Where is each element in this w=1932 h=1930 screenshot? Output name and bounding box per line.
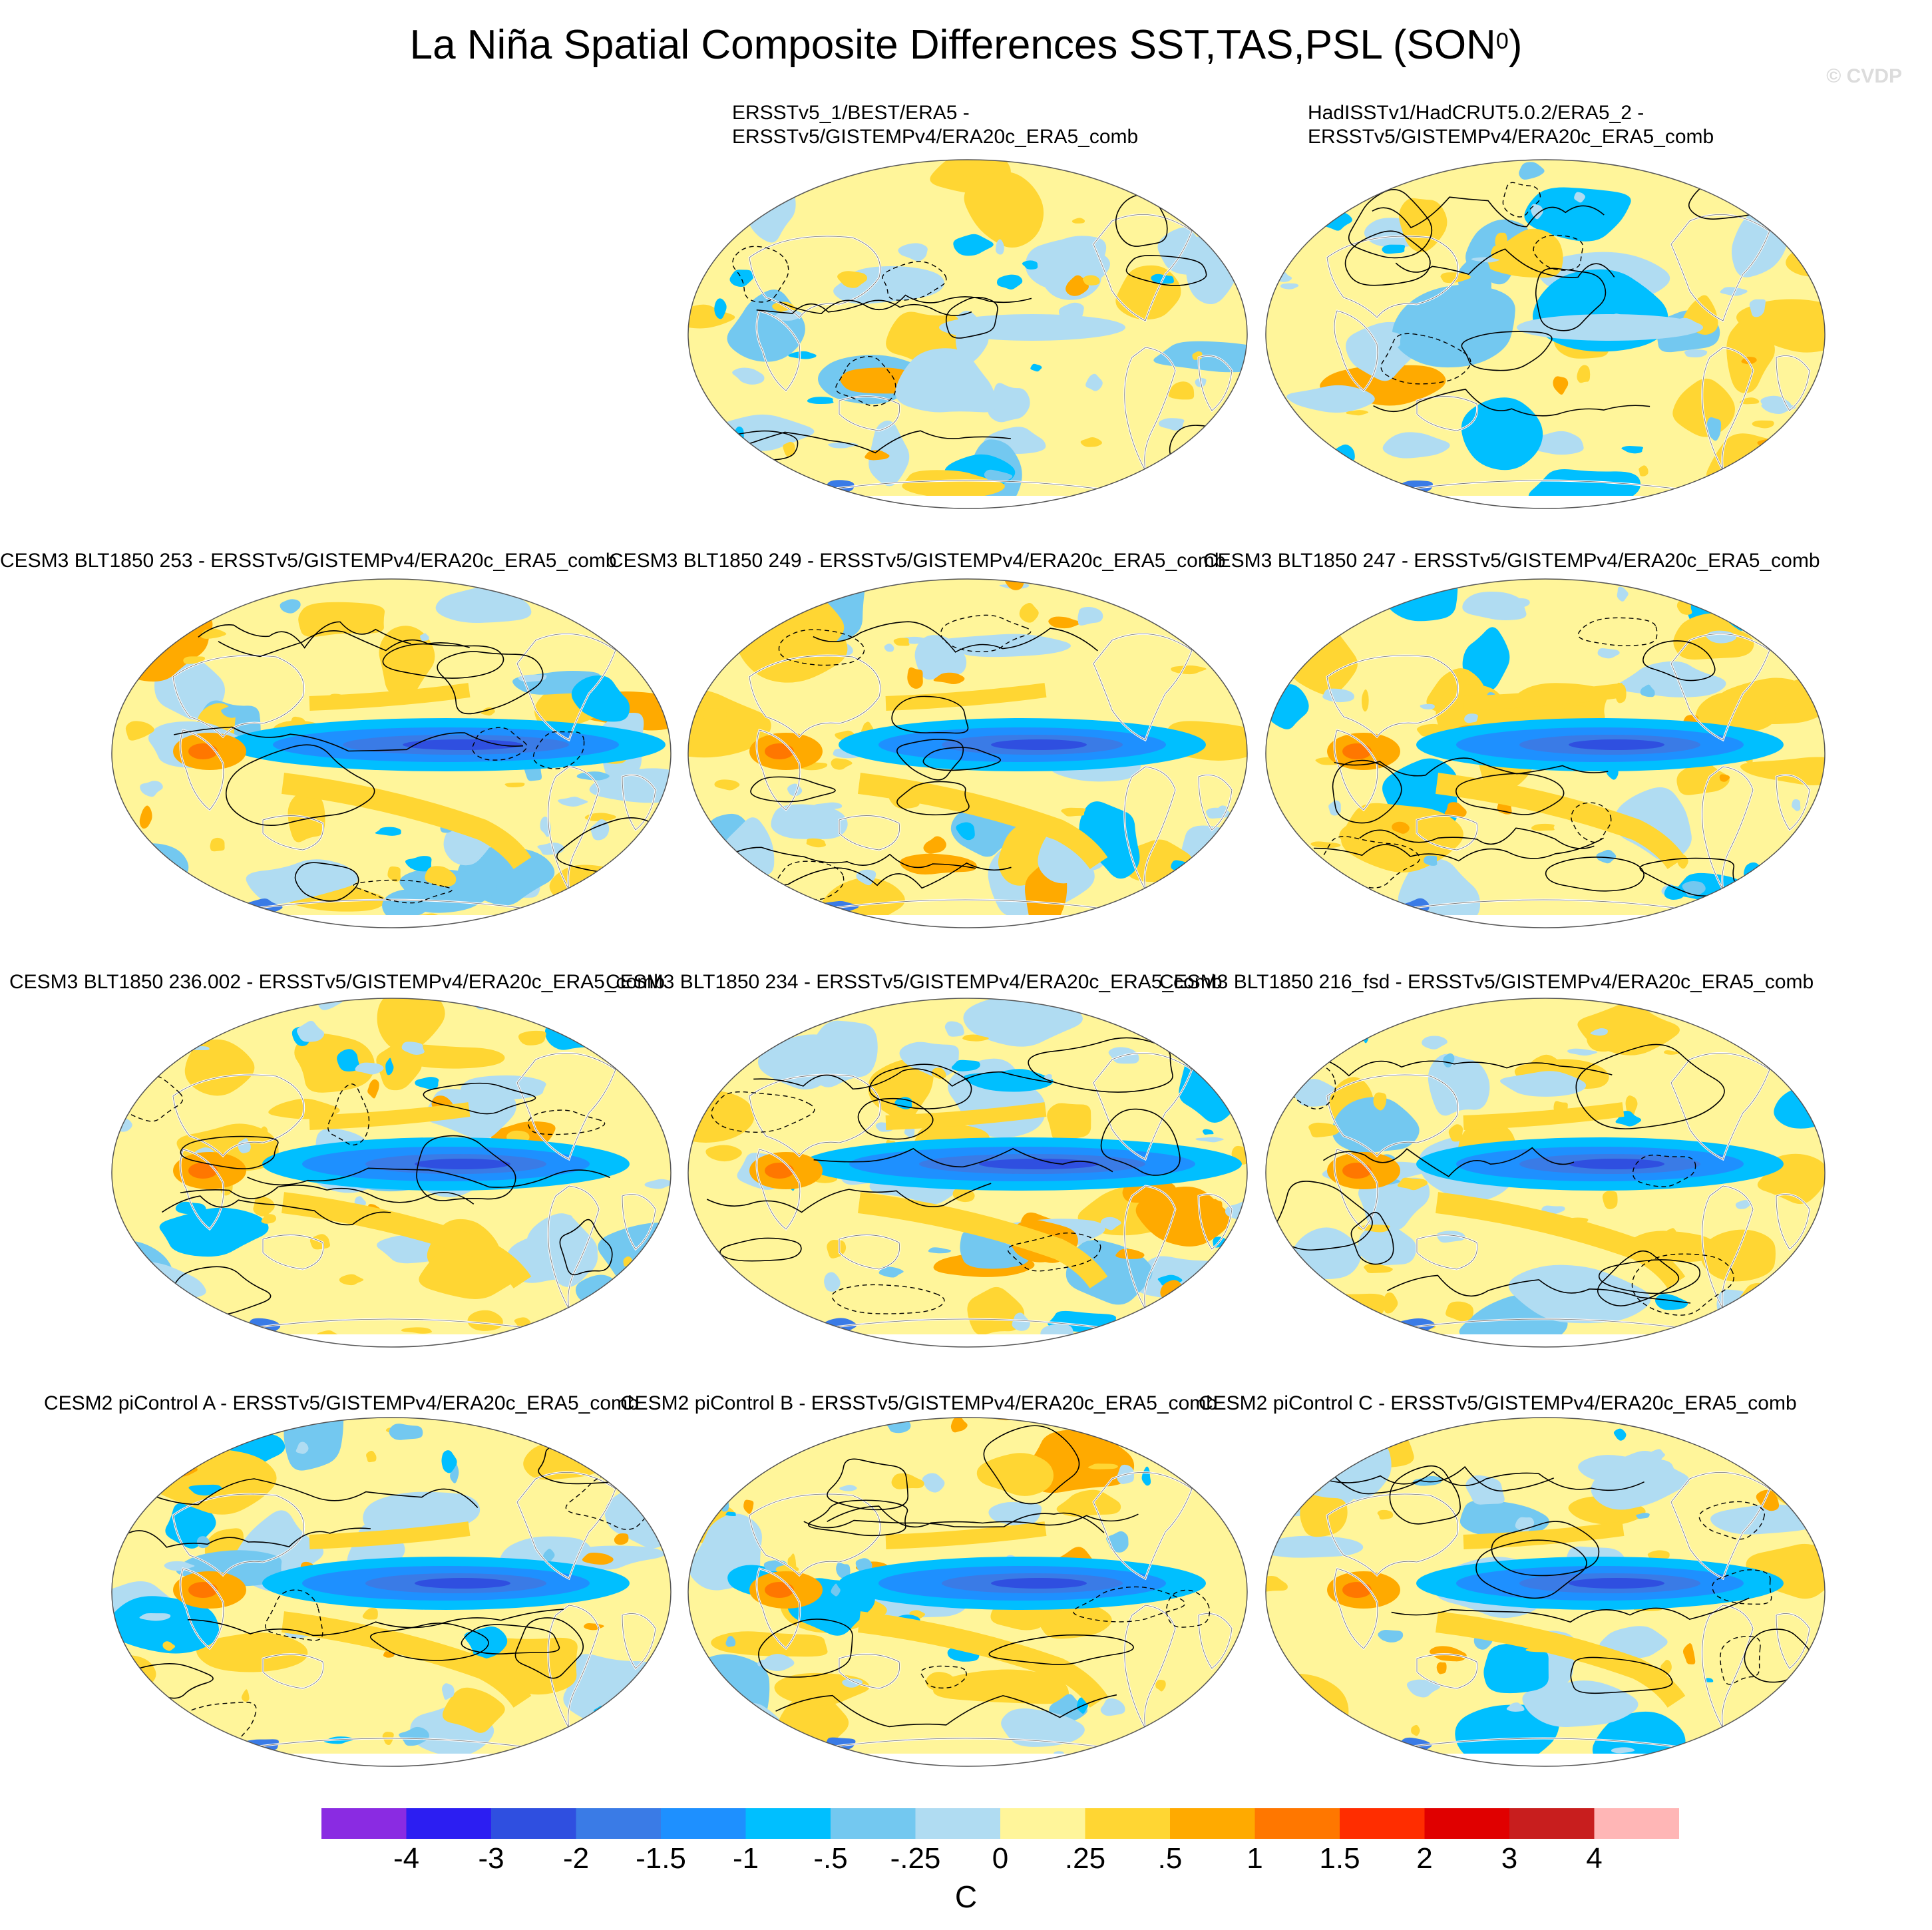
colorbar-swatch-12 <box>1255 1808 1340 1839</box>
watermark: © CVDP <box>1826 65 1902 87</box>
colorbar-labels: -4 -3 -2 -1.5 -1 -.5 -.25 0 .25 .5 1 1.5 2 3 4 <box>0 1842 1932 1882</box>
panel-title-4: CESM3 BLT1850 249 - ERSSTv5/GISTEMPv4/ER… <box>609 550 1226 572</box>
map-panel-9 <box>110 1416 673 1768</box>
colorbar-unit: C <box>954 1879 978 1914</box>
colorbar-label: -4 <box>393 1842 420 1875</box>
panel-title-1: ERSSTv5_1/BEST/ERA5 - ERSSTv5/GISTEMPv4/… <box>732 101 1138 149</box>
colorbar-label: -.25 <box>890 1842 941 1875</box>
colorbar-label: -2 <box>562 1842 590 1875</box>
colorbar-label: -.5 <box>813 1842 848 1875</box>
colorbar-swatch-14 <box>1424 1808 1510 1839</box>
figure-title: La Niña Spatial Composite Differences SS… <box>0 19 1932 72</box>
panel-title-1-line-1: ERSSTv5_1/BEST/ERA5 - <box>732 102 970 124</box>
panel-title-11: CESM2 piControl C - ERSSTv5/GISTEMPv4/ER… <box>1199 1392 1797 1414</box>
colorbar-swatch-1 <box>321 1808 407 1839</box>
colorbar-swatch-13 <box>1340 1808 1425 1839</box>
colorbar-label: .5 <box>1157 1842 1183 1875</box>
colorbar-swatch-11 <box>1170 1808 1255 1839</box>
map-panel-7 <box>686 996 1249 1349</box>
map-panel-2 <box>1264 158 1827 510</box>
colorbar-swatch-5 <box>661 1808 746 1839</box>
colorbar-swatch-16 <box>1594 1808 1679 1839</box>
panel-title-2: HadISSTv1/HadCRUT5.0.2/ERA5_2 - ERSSTv5/… <box>1308 101 1714 149</box>
map-panel-10 <box>686 1416 1249 1768</box>
colorbar-swatch-3 <box>491 1808 576 1839</box>
colorbar-label: -3 <box>478 1842 504 1875</box>
figure-title-superscript: 0 <box>1495 29 1509 54</box>
colorbar-swatch-6 <box>745 1808 831 1839</box>
figure-title-main: La Niña Spatial Composite Differences SS… <box>409 22 1496 68</box>
colorbar-swatch-8 <box>915 1808 1001 1839</box>
panel-title-2-line-1: HadISSTv1/HadCRUT5.0.2/ERA5_2 - <box>1308 102 1644 124</box>
panel-title-6: CESM3 BLT1850 236.002 - ERSSTv5/GISTEMPv… <box>9 971 665 993</box>
colorbar-label: 1.5 <box>1319 1842 1360 1875</box>
map-panel-1 <box>686 158 1249 510</box>
map-panel-3 <box>110 577 673 930</box>
figure-title-close: ) <box>1508 22 1523 68</box>
map-panel-4 <box>686 577 1249 930</box>
map-panel-8 <box>1264 996 1827 1349</box>
panel-title-8: CESM3 BLT1850 216_fsd - ERSSTv5/GISTEMPv… <box>1159 971 1814 993</box>
colorbar-swatch-7 <box>831 1808 916 1839</box>
panel-title-1-line-2: ERSSTv5/GISTEMPv4/ERA20c_ERA5_comb <box>732 126 1139 148</box>
colorbar-label: 4 <box>1586 1842 1603 1875</box>
map-panel-11 <box>1264 1416 1827 1768</box>
colorbar-swatch-10 <box>1085 1808 1171 1839</box>
panel-title-2-line-2: ERSSTv5/GISTEMPv4/ERA20c_ERA5_comb <box>1308 126 1714 148</box>
colorbar-swatch-2 <box>406 1808 492 1839</box>
colorbar-label: -1.5 <box>636 1842 686 1875</box>
panel-title-3: CESM3 BLT1850 253 - ERSSTv5/GISTEMPv4/ER… <box>0 550 617 572</box>
colorbar-swatch-15 <box>1509 1808 1595 1839</box>
map-panel-5 <box>1264 577 1827 930</box>
panel-title-9: CESM2 piControl A - ERSSTv5/GISTEMPv4/ER… <box>44 1392 639 1414</box>
panel-title-10: CESM2 piControl B - ERSSTv5/GISTEMPv4/ER… <box>620 1392 1217 1414</box>
colorbar-label: .25 <box>1064 1842 1106 1875</box>
colorbar-label: 3 <box>1501 1842 1518 1875</box>
colorbar-swatch-4 <box>576 1808 662 1839</box>
panel-title-5: CESM3 BLT1850 247 - ERSSTv5/GISTEMPv4/ER… <box>1203 550 1820 572</box>
map-panel-6 <box>110 996 673 1349</box>
colorbar-swatch-9 <box>1000 1808 1085 1839</box>
colorbar-label: 2 <box>1416 1842 1433 1875</box>
colorbar-label: 1 <box>1247 1842 1263 1875</box>
colorbar-label: -1 <box>732 1842 759 1875</box>
colorbar-label: 0 <box>992 1842 1009 1875</box>
panel-title-7: CESM3 BLT1850 234 - ERSSTv5/GISTEMPv4/ER… <box>606 971 1223 993</box>
colorbar <box>321 1808 1679 1839</box>
